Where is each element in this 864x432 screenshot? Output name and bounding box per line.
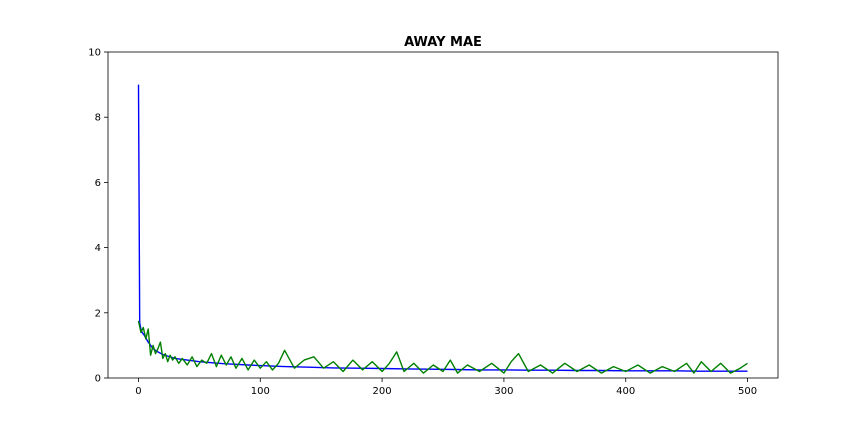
y-tick-label: 6 [95,178,101,189]
y-tick-label: 10 [88,48,101,59]
x-tick-label: 100 [251,386,270,397]
series-layer [137,84,748,374]
series-line-0 [137,84,748,372]
x-tick-label: 0 [135,386,141,397]
x-tick-label: 400 [616,386,635,397]
plot-frame [107,51,779,379]
x-tick-label: 300 [494,386,513,397]
chart-title: AWAY MAE [404,35,482,50]
axis-layer: 0 100 200 300 400 500 0 2 4 6 8 10 [88,48,757,398]
x-tick-label: 200 [373,386,392,397]
x-tick-label: 500 [738,386,757,397]
y-tick-label: 4 [95,243,101,254]
series-line-1 [137,320,748,374]
y-tick-label: 8 [95,113,101,124]
y-tick-label: 2 [95,308,101,319]
y-tick-label: 0 [95,374,101,385]
